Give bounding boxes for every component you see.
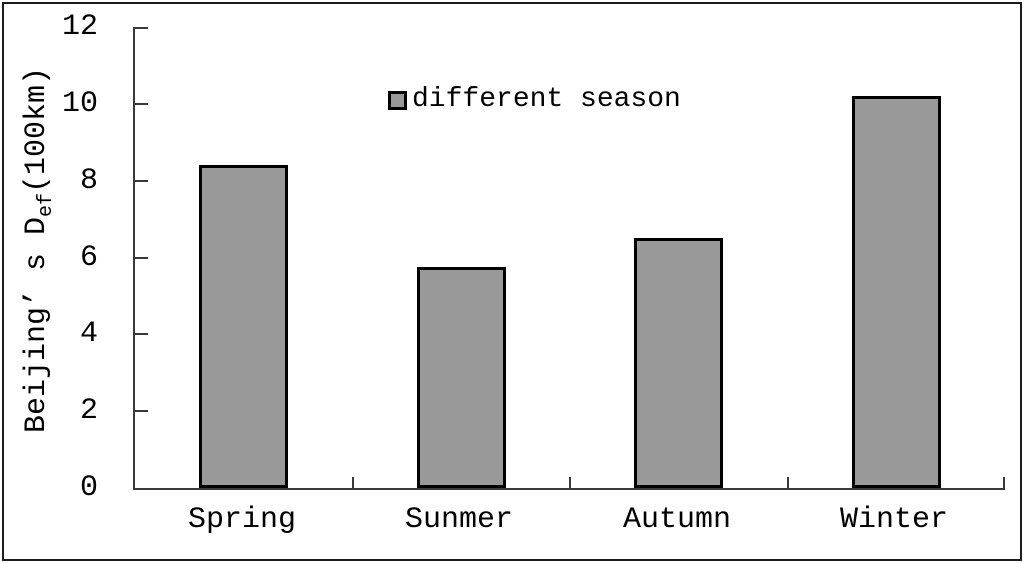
x-tick-mark	[1003, 477, 1005, 488]
y-tick-mark	[135, 102, 148, 105]
y-tick-label: 4	[79, 317, 98, 351]
bar-sunmer	[417, 267, 506, 488]
y-tick-label: 2	[79, 394, 98, 428]
legend-square-icon	[388, 90, 407, 110]
x-tick-mark	[569, 477, 571, 488]
x-category-label: Sunmer	[404, 503, 514, 537]
y-tick-label: 10	[61, 87, 98, 121]
y-tick-label: 0	[79, 471, 98, 505]
x-category-label: Spring	[187, 503, 297, 537]
y-tick-mark	[135, 410, 148, 413]
y-tick-mark	[135, 27, 148, 29]
x-tick-mark	[787, 477, 789, 488]
x-category-label: Winter	[839, 503, 949, 537]
bar-spring	[199, 165, 288, 488]
y-tick-label: 6	[79, 241, 98, 275]
x-tick-mark	[352, 477, 354, 488]
legend: different season	[388, 86, 681, 114]
x-category-label: Autumn	[622, 503, 732, 537]
bar-autumn	[634, 238, 723, 488]
y-tick-label: 12	[61, 10, 98, 44]
y-tick-mark	[135, 179, 148, 182]
y-tick-mark	[135, 333, 148, 336]
legend-label: different season	[412, 84, 681, 115]
y-tick-mark	[135, 256, 148, 259]
bar-winter	[852, 96, 941, 488]
y-axis-title-subscript: ef	[35, 192, 58, 217]
plot-area	[133, 27, 1005, 490]
y-tick-label: 8	[79, 164, 98, 198]
